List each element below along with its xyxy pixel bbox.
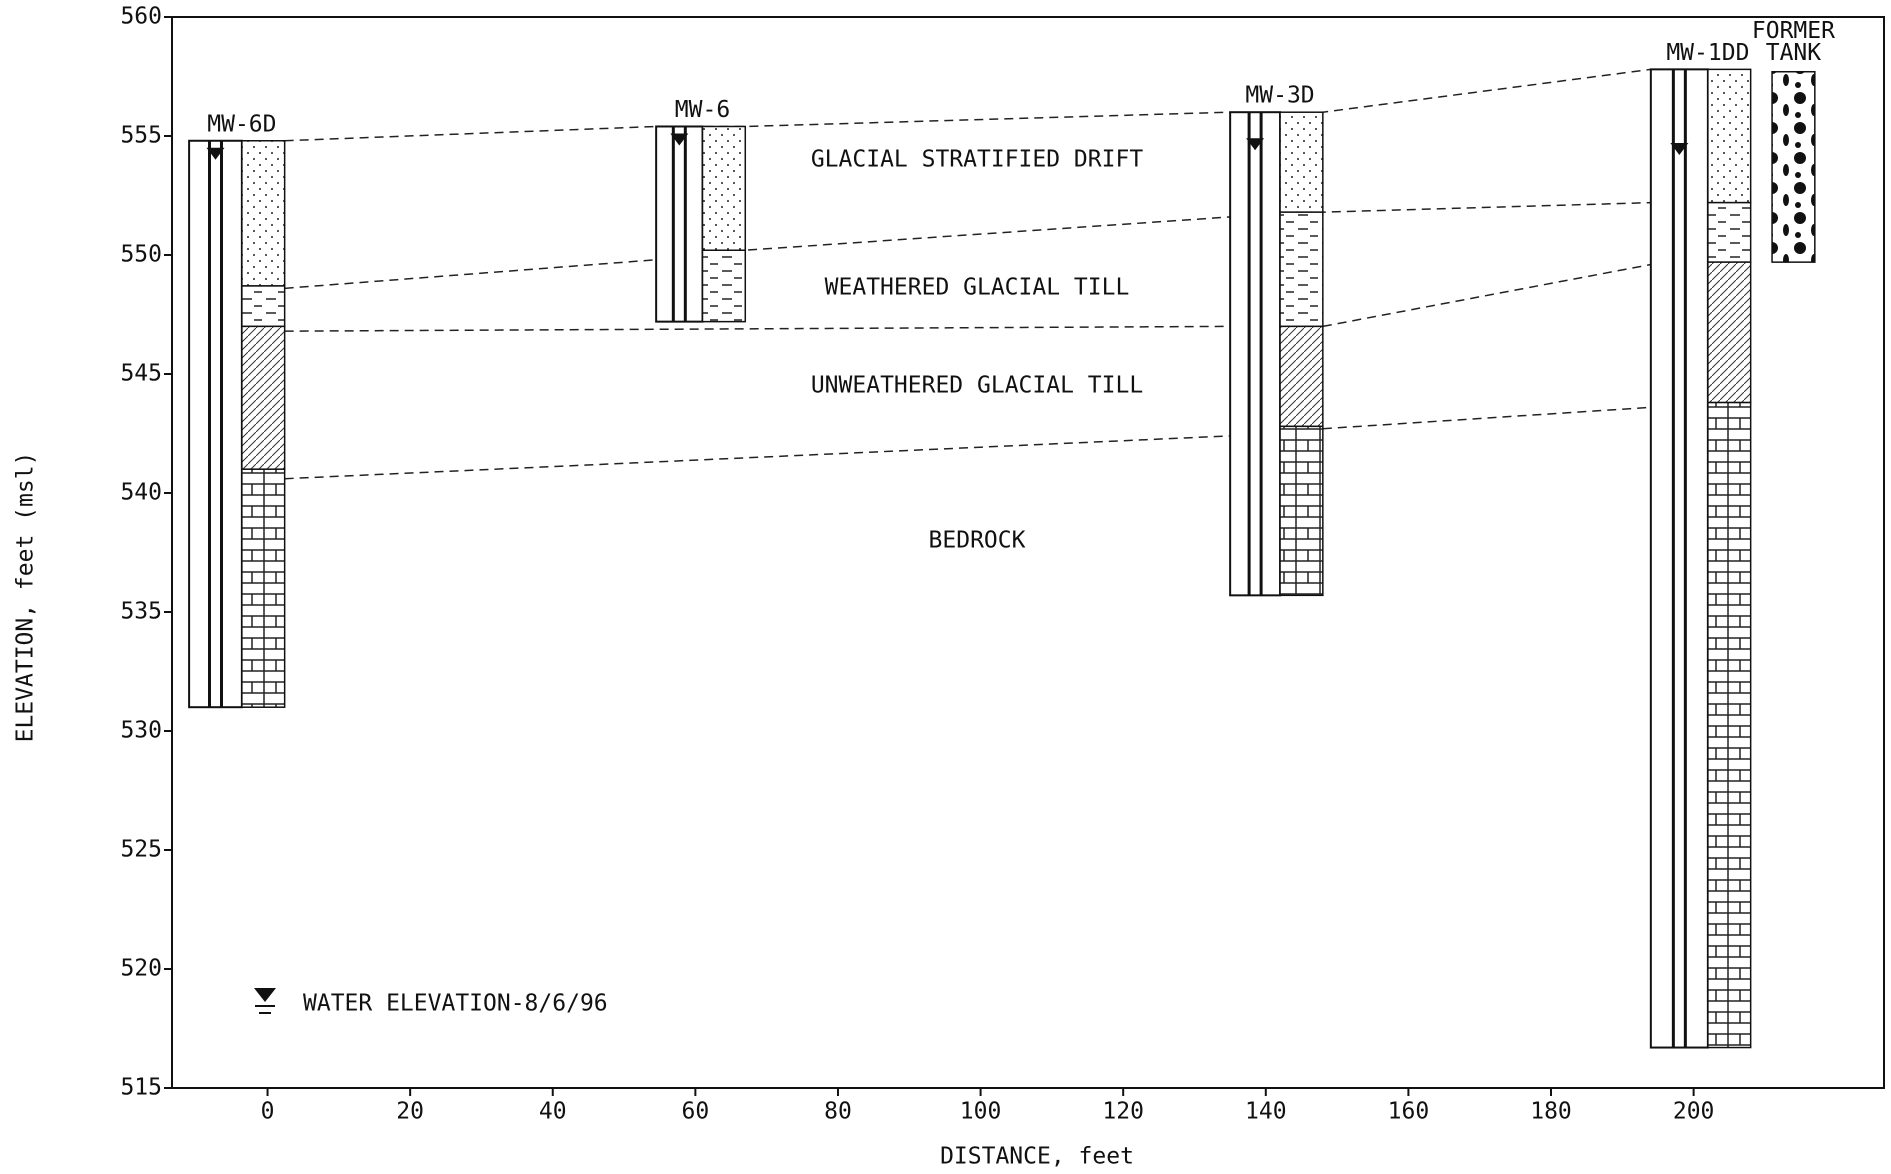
lithology-layer — [242, 141, 285, 286]
legend-symbol — [254, 988, 276, 1002]
x-tick-label: 140 — [1245, 1099, 1287, 1125]
y-tick-label: 560 — [120, 4, 162, 30]
well-name: MW-3D — [1245, 83, 1314, 109]
y-axis-title: ELEVATION, feet (msl) — [13, 452, 39, 743]
chart: DISTANCE, feet ELEVATION, feet (msl) WAT… — [0, 0, 1891, 1170]
well-name: MW-6D — [207, 111, 276, 137]
y-tick-label: 555 — [120, 123, 162, 149]
x-tick-label: 80 — [824, 1099, 852, 1125]
well-casing — [656, 126, 702, 321]
lithology-layer — [702, 250, 745, 321]
legend: WATER ELEVATION-8/6/96 — [254, 988, 608, 1017]
x-axis-title: DISTANCE, feet — [940, 1144, 1134, 1170]
x-tick-label: 20 — [396, 1099, 424, 1125]
lithology-layer — [1280, 212, 1323, 326]
well-casing — [1651, 69, 1708, 1047]
well-casing — [1230, 112, 1280, 595]
x-tick-label: 200 — [1673, 1099, 1715, 1125]
x-tick-label: 0 — [261, 1099, 275, 1125]
unit-label: GLACIAL STRATIFIED DRIFT — [811, 147, 1143, 173]
lithology-layer — [242, 326, 285, 469]
y-tick-label: 540 — [120, 480, 162, 506]
y-tick-label: 545 — [120, 361, 162, 387]
x-tick-label: 180 — [1530, 1099, 1572, 1125]
former-tank — [1772, 72, 1815, 262]
lithology-layer — [702, 126, 745, 250]
y-tick-label: 525 — [120, 837, 162, 863]
unit-label: BEDROCK — [929, 528, 1026, 554]
legend-label: WATER ELEVATION-8/6/96 — [303, 991, 608, 1017]
contact-line — [285, 407, 1651, 478]
lithology-layer — [1708, 403, 1751, 1048]
y-tick-label: 515 — [120, 1075, 162, 1101]
well-name: MW-6 — [675, 97, 730, 123]
y-tick-label: 535 — [120, 599, 162, 625]
unit-label: WEATHERED GLACIAL TILL — [825, 275, 1130, 301]
tank-label: TANK — [1766, 40, 1822, 66]
x-tick-label: 120 — [1102, 1099, 1144, 1125]
lithology-layer — [1280, 326, 1323, 426]
well-name: MW-1DD — [1666, 40, 1749, 66]
x-tick-label: 60 — [682, 1099, 710, 1125]
x-tick-label: 40 — [539, 1099, 567, 1125]
plot-frame — [172, 17, 1884, 1088]
lithology-layer — [1708, 69, 1751, 202]
lithology-layer — [1280, 112, 1323, 212]
lithology-layer — [242, 469, 285, 707]
y-tick-label: 530 — [120, 718, 162, 744]
x-tick-label: 100 — [960, 1099, 1002, 1125]
lithology-layer — [1708, 203, 1751, 263]
lithology-layer — [242, 286, 285, 326]
x-tick-label: 160 — [1388, 1099, 1430, 1125]
y-tick-label: 550 — [120, 242, 162, 268]
unit-label: UNWEATHERED GLACIAL TILL — [811, 373, 1143, 399]
lithology-layer — [1708, 262, 1751, 402]
well-casing — [189, 141, 242, 707]
y-tick-label: 520 — [120, 956, 162, 982]
lithology-layer — [1280, 426, 1323, 595]
contact-line — [285, 69, 1651, 140]
